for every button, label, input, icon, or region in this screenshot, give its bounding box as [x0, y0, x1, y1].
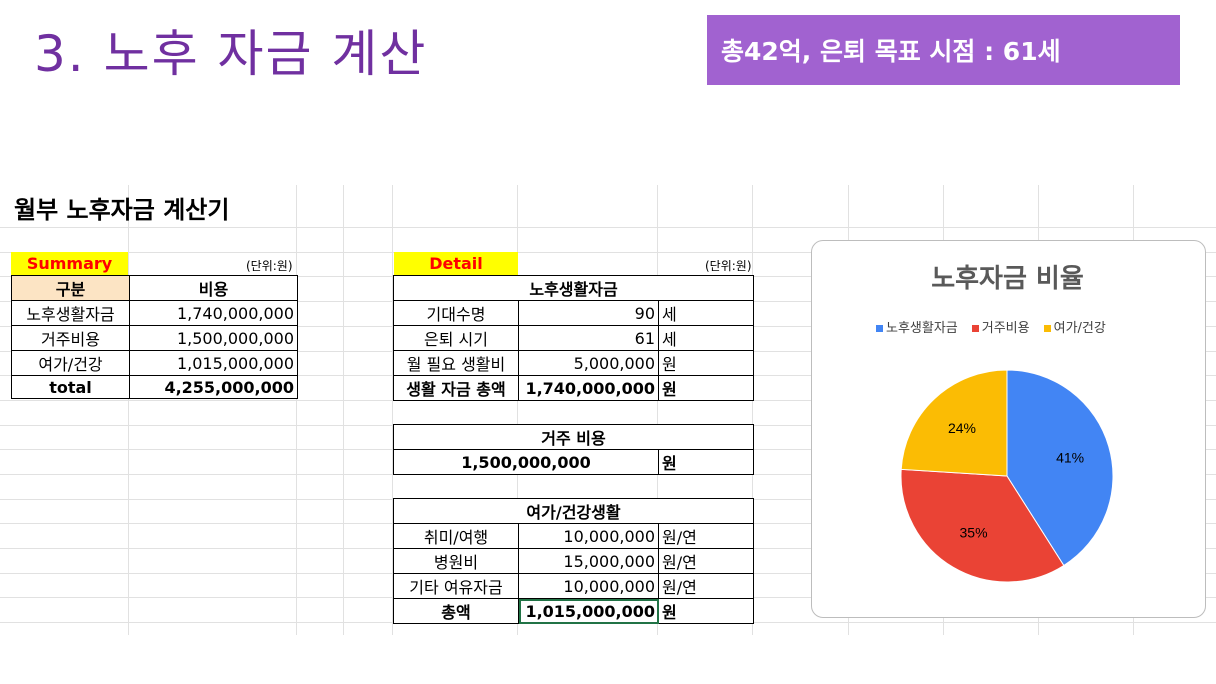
grid-column-line	[752, 185, 753, 635]
table-cell[interactable]: 원	[657, 350, 755, 376]
goal-banner: 총42억, 은퇴 목표 시점 : 61세	[707, 15, 1180, 85]
detail-unit: (단위:원)	[705, 259, 752, 273]
table-cell[interactable]: total	[11, 375, 130, 399]
chart-title: 노후자금 비율	[931, 264, 1084, 294]
table-row: 생활 자금 총액 1,740,000,000 원	[393, 375, 755, 401]
table-cell[interactable]: 세	[657, 300, 755, 326]
housing-table: 거주 비용 1,500,000,000 원	[392, 424, 755, 475]
legend-label: 거주비용	[981, 321, 1030, 336]
selected-cell[interactable]: 1,015,000,000	[518, 598, 659, 624]
summary-table: 구분 비용 노후생활자금 1,740,000,000 거주비용 1,500,00…	[11, 275, 298, 399]
table-cell[interactable]: 1,740,000,000	[518, 375, 659, 401]
legend-item: 노후생활자금	[876, 317, 958, 336]
table-row: total 4,255,000,000	[11, 375, 298, 399]
table-cell[interactable]: 원	[657, 449, 755, 475]
table-cell[interactable]: 원/연	[657, 523, 755, 549]
table-row: 기타 여유자금 10,000,000 원/연	[393, 573, 755, 599]
pie-data-label: 24%	[948, 420, 976, 436]
table-row: 총액 1,015,000,000 원	[393, 598, 755, 624]
table-cell[interactable]: 거주비용	[11, 325, 130, 351]
grid-column-line	[343, 185, 344, 635]
table-row: 병원비 15,000,000 원/연	[393, 548, 755, 574]
table-cell[interactable]: 원	[657, 375, 755, 401]
table-cell[interactable]: 10,000,000	[518, 573, 659, 599]
grid-column-line	[392, 185, 393, 635]
legend-swatch	[876, 325, 883, 332]
table-cell[interactable]: 총액	[393, 598, 519, 624]
legend-item: 여가/건강	[1043, 317, 1106, 336]
housing-header[interactable]: 거주 비용	[392, 424, 755, 450]
detail-label: Detail	[394, 252, 518, 275]
legend-swatch	[1043, 325, 1051, 332]
table-cell[interactable]: 61	[518, 325, 659, 351]
table-row: 거주비용 1,500,000,000	[11, 325, 298, 351]
table-row: 취미/여행 10,000,000 원/연	[393, 523, 755, 549]
legend-item: 거주비용	[971, 317, 1030, 336]
pie-data-label: 35%	[960, 525, 988, 541]
table-row: 1,500,000,000 원	[393, 449, 755, 475]
table-cell[interactable]: 원	[657, 598, 755, 624]
grid-column-line	[296, 185, 297, 635]
table-cell[interactable]: 생활 자금 총액	[393, 375, 519, 401]
table-row: 노후생활자금 1,740,000,000	[11, 300, 298, 326]
table-cell[interactable]: 병원비	[393, 548, 519, 574]
table-cell[interactable]: 1,740,000,000	[129, 300, 298, 326]
table-cell[interactable]: 기대수명	[393, 300, 519, 326]
summary-unit: (단위:원)	[246, 259, 293, 273]
grid-column-line	[128, 185, 129, 635]
table-row: 월 필요 생활비 5,000,000 원	[393, 350, 755, 376]
summary-header-cost[interactable]: 비용	[129, 275, 298, 301]
table-cell[interactable]: 기타 여유자금	[393, 573, 519, 599]
table-cell[interactable]: 15,000,000	[518, 548, 659, 574]
calculator-title: 월부 노후자금 계산기	[14, 196, 230, 224]
table-cell[interactable]: 세	[657, 325, 755, 351]
chart-legend: 노후생활자금 거주비용 여가/건강	[876, 317, 1106, 336]
grid-row-line	[0, 227, 1216, 228]
table-cell[interactable]: 여가/건강	[11, 350, 130, 376]
table-cell[interactable]: 원/연	[657, 573, 755, 599]
table-cell[interactable]: 90	[518, 300, 659, 326]
legend-label: 여가/건강	[1053, 321, 1106, 336]
table-cell[interactable]: 4,255,000,000	[129, 375, 298, 399]
table-cell[interactable]: 취미/여행	[393, 523, 519, 549]
table-cell[interactable]: 은퇴 시기	[393, 325, 519, 351]
pie-slice[interactable]	[1006, 369, 1114, 567]
summary-header-category[interactable]: 구분	[11, 275, 130, 301]
table-row: 기대수명 90 세	[393, 300, 755, 326]
legend-label: 노후생활자금	[886, 321, 958, 336]
legend-swatch	[971, 325, 979, 332]
grid-row-line	[0, 252, 1216, 253]
table-row: 여가/건강 1,015,000,000	[11, 350, 298, 376]
table-cell[interactable]: 1,015,000,000	[129, 350, 298, 376]
grid-column-line	[517, 185, 518, 635]
living-fund-table: 노후생활자금 기대수명 90 세 은퇴 시기 61 세 월 필요 생활비 5,0…	[392, 275, 755, 401]
table-cell[interactable]: 원/연	[657, 548, 755, 574]
living-fund-header[interactable]: 노후생활자금	[392, 275, 755, 301]
slide-title: 3. 노후 자금 계산	[34, 25, 428, 83]
pie-data-label: 41%	[1056, 450, 1084, 466]
pie-chart: 41% 35% 24%	[900, 369, 1114, 583]
table-cell[interactable]: 1,500,000,000	[393, 449, 659, 475]
table-cell[interactable]: 월 필요 생활비	[393, 350, 519, 376]
table-row: 은퇴 시기 61 세	[393, 325, 755, 351]
grid-column-line	[657, 185, 658, 635]
leisure-health-table: 여가/건강생활 취미/여행 10,000,000 원/연 병원비 15,000,…	[392, 498, 755, 624]
summary-label: Summary	[11, 252, 128, 275]
pie-slice[interactable]	[900, 369, 1008, 477]
leisure-health-header[interactable]: 여가/건강생활	[392, 498, 755, 524]
table-cell[interactable]: 노후생활자금	[11, 300, 130, 326]
pie-slice[interactable]	[900, 468, 1065, 583]
table-cell[interactable]: 5,000,000	[518, 350, 659, 376]
table-cell[interactable]: 1,500,000,000	[129, 325, 298, 351]
table-cell[interactable]: 10,000,000	[518, 523, 659, 549]
